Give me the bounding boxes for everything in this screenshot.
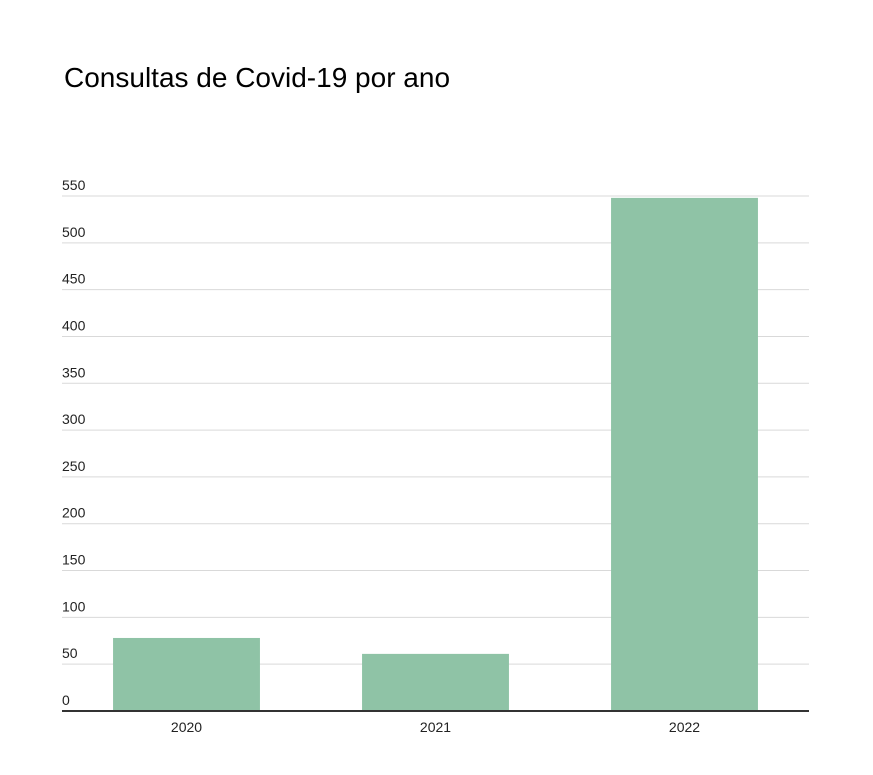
y-axis-ticks: 0 50 100 150 200 250 300 350 400 450 500 550 <box>62 177 86 708</box>
x-axis-ticks: 2020 2021 2022 <box>171 719 700 735</box>
x-tick-label: 2022 <box>669 719 700 735</box>
x-tick-label: 2021 <box>420 719 451 735</box>
y-tick-label: 50 <box>62 645 78 661</box>
bar-2021 <box>362 653 509 711</box>
bars <box>113 197 758 711</box>
y-tick-label: 500 <box>62 224 86 240</box>
y-tick-label: 150 <box>62 552 86 568</box>
chart-title: Consultas de Covid-19 por ano <box>64 62 451 93</box>
y-tick-label: 350 <box>62 364 86 380</box>
y-tick-label: 400 <box>62 317 86 333</box>
bar-2020 <box>113 637 260 711</box>
y-tick-label: 0 <box>62 692 70 708</box>
bar-2022 <box>611 197 758 711</box>
y-tick-label: 250 <box>62 458 86 474</box>
y-tick-label: 300 <box>62 411 86 427</box>
x-tick-label: 2020 <box>171 719 202 735</box>
y-tick-label: 450 <box>62 271 86 287</box>
y-tick-label: 550 <box>62 177 86 193</box>
y-tick-label: 200 <box>62 505 86 521</box>
y-tick-label: 100 <box>62 598 86 614</box>
